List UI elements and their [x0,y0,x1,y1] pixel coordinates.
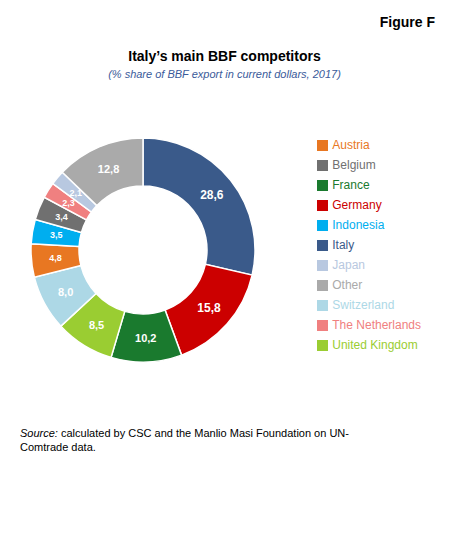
svg-text:8,5: 8,5 [89,319,104,331]
svg-text:2,1: 2,1 [69,188,82,198]
html-text:Source: calculated by CSC and: Source: calculated by CSC and the Manlio… [20,427,349,453]
html-text:Germany: Germany [332,198,382,212]
html-text:Italy’s main BBF competitors: Italy’s main BBF competitors [128,48,321,64]
svg-text:3,4: 3,4 [55,212,68,222]
html-text:The Netherlands: The Netherlands [332,318,421,332]
html-text:Other: Other [332,278,363,292]
svg-text:28,6: 28,6 [200,188,224,202]
html-text:Japan: Japan [332,258,365,272]
svg-text:15,8: 15,8 [197,301,221,315]
html-text:Figure F: Figure F [379,14,435,30]
svg-text:3,5: 3,5 [50,230,63,240]
svg-text:4,8: 4,8 [49,253,62,263]
html-text:Belgium: Belgium [332,158,376,172]
html-text:France: France [332,178,370,192]
svg-text:10,2: 10,2 [135,332,156,344]
svg-text:12,8: 12,8 [98,163,119,175]
html-text:Indonesia: Indonesia [332,218,385,232]
svg-text:2,3: 2,3 [62,198,75,208]
html-text:Austria: Austria [332,138,370,152]
svg-text:8,0: 8,0 [58,286,73,298]
html-text:United Kingdom: United Kingdom [332,338,418,352]
html-text:Italy: Italy [332,238,355,252]
html-text:(% share of BBF export in curr: (% share of BBF export in current dollar… [108,68,341,80]
html-text:Switzerland: Switzerland [332,298,395,312]
